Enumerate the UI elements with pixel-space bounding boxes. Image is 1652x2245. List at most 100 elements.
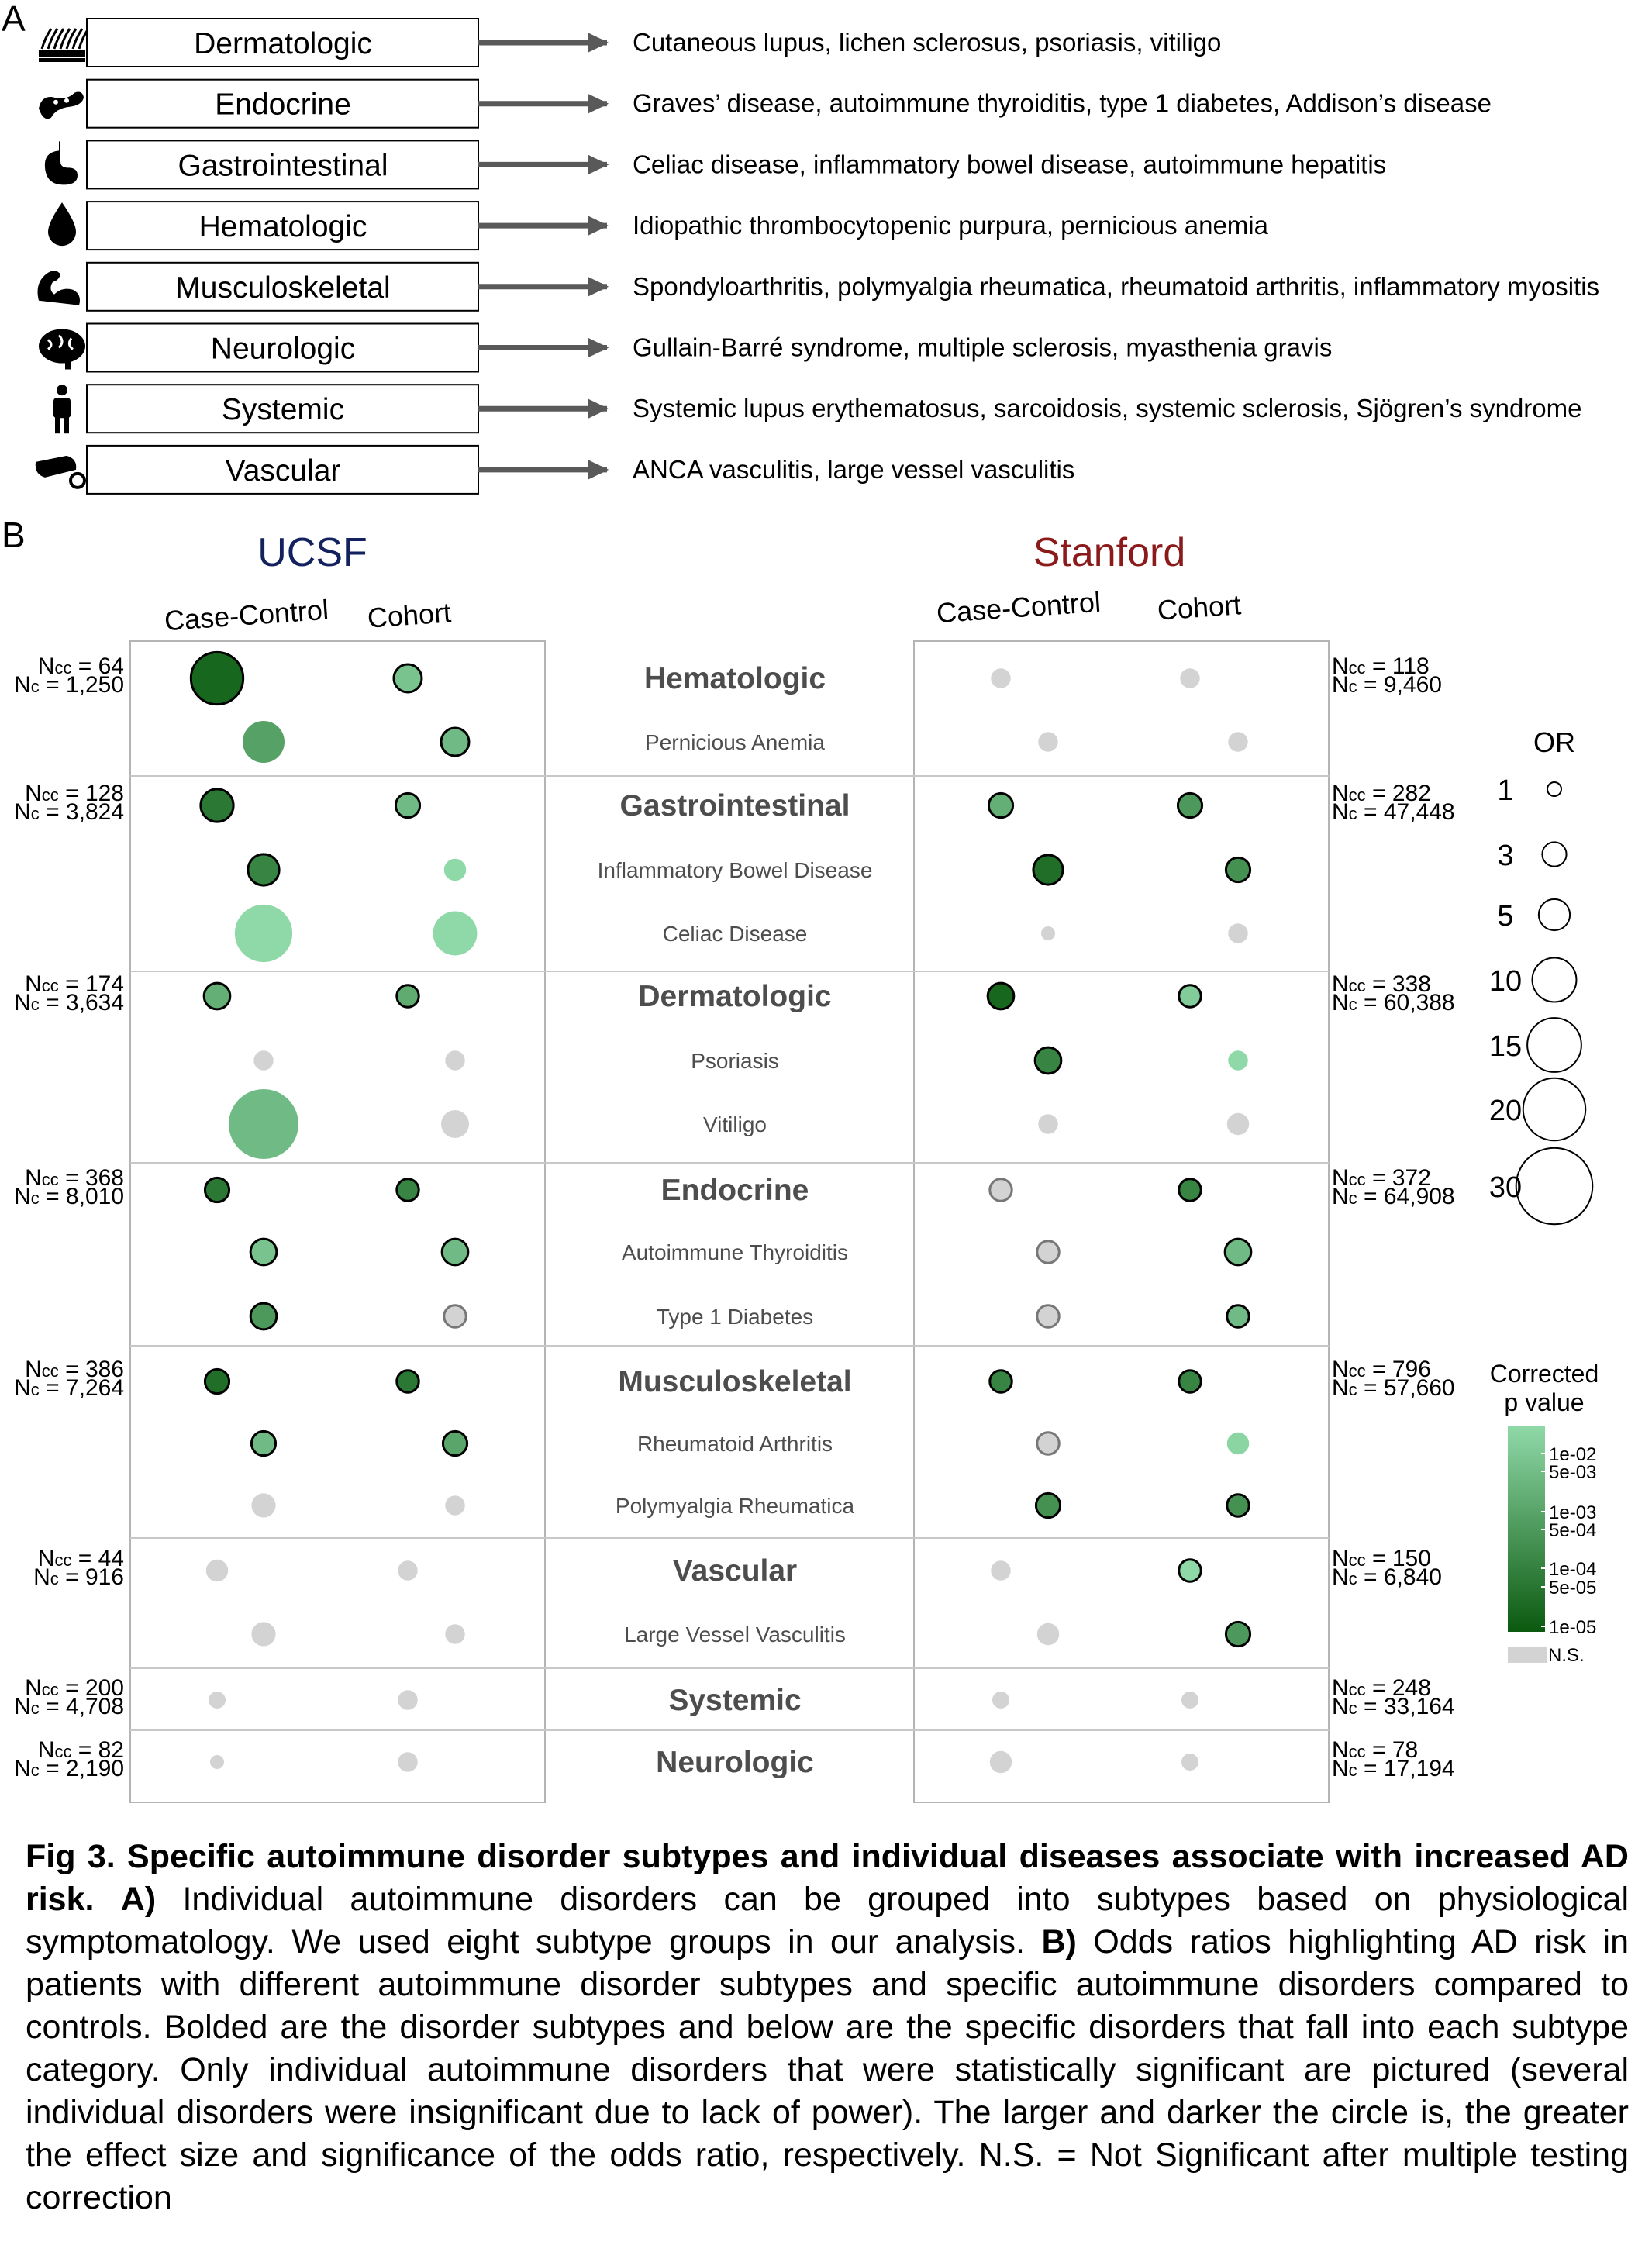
- bubble: [443, 1304, 467, 1329]
- bubble: [1228, 1050, 1248, 1071]
- size-legend-circle: [1531, 957, 1578, 1003]
- brain-icon: [39, 329, 85, 370]
- color-legend-tick-label: 5e-05: [1549, 1578, 1596, 1598]
- sample-size-label: Nc = 60,388: [1332, 990, 1455, 1016]
- caption-fig-label: Fig 3.: [26, 1838, 116, 1875]
- bubble: [1224, 1620, 1252, 1648]
- size-legend-label: 3: [1497, 840, 1513, 872]
- bubble: [445, 1624, 465, 1644]
- category-box: [86, 384, 479, 434]
- disease-list: ANCA vasculitis, large vessel vasculitis: [633, 455, 1074, 484]
- bubble: [243, 721, 285, 763]
- caption-a-text: Individual autoimmune disorders can be g…: [26, 1881, 1630, 1960]
- category-box: [86, 18, 479, 67]
- blood-vessel-icon: [35, 455, 86, 489]
- category-box: [86, 140, 479, 190]
- sample-size-label: Nc = 17,194: [1332, 1756, 1455, 1781]
- bubble: [443, 858, 467, 881]
- bubble: [1226, 1304, 1250, 1329]
- category-label: Endocrine: [215, 88, 351, 122]
- bubble: [1228, 923, 1248, 943]
- panel-a-row: Gastrointestinal Celiac disease, inflamma…: [44, 140, 1386, 190]
- bubble: [1032, 854, 1064, 886]
- sample-size-label: Nc = 33,164: [1332, 1694, 1455, 1719]
- bubble: [208, 1691, 226, 1709]
- disease-row-label: Large Vessel Vasculitis: [624, 1623, 846, 1647]
- bubble: [1181, 1691, 1199, 1709]
- group-dividers: [130, 775, 1329, 1731]
- bubble: [1178, 1558, 1202, 1583]
- arrowhead: [588, 154, 609, 175]
- caption-a-label: A): [120, 1881, 157, 1918]
- panel-a-row: Dermatologic Cutaneous lupus, lichen scle…: [39, 18, 1221, 67]
- sample-size-label: Ncc = 44: [38, 1546, 124, 1571]
- bubble: [1223, 1237, 1253, 1267]
- bubble: [1033, 1046, 1063, 1075]
- sample-size-label: Ncc = 372: [1332, 1165, 1431, 1191]
- bubble: [1038, 732, 1058, 752]
- bubble: [398, 1560, 418, 1581]
- category-box: [86, 78, 479, 129]
- disease-row-label: Pernicious Anemia: [645, 730, 825, 754]
- color-legend-tick-label: 5e-04: [1549, 1520, 1596, 1541]
- sample-size-label: Nc = 9,460: [1332, 672, 1442, 698]
- bubble-marks: [189, 650, 1253, 1774]
- panel-a-row: Neurologic Gullain-Barré syndrome, multip…: [39, 322, 1332, 373]
- bubble: [445, 1050, 465, 1071]
- disease-row-label: Autoimmune Thyroiditis: [622, 1240, 848, 1264]
- bubble: [1034, 1491, 1062, 1519]
- sample-size-label: Ncc = 82: [38, 1737, 124, 1763]
- bubble: [433, 911, 478, 956]
- site-title-ucsf: UCSF: [257, 530, 367, 575]
- subtype-row-label: Dermatologic: [638, 980, 831, 1013]
- skin-icon: [39, 28, 90, 62]
- sample-size-label: Nc = 916: [33, 1564, 124, 1590]
- subtype-row-label: Neurologic: [656, 1746, 814, 1779]
- bubble: [202, 981, 232, 1011]
- bubble: [199, 788, 235, 823]
- panel-a-row: Vascular ANCA vasculitis, large vessel va…: [35, 444, 1074, 495]
- subtype-row-label: Hematologic: [644, 662, 826, 695]
- bubble: [987, 791, 1015, 819]
- site-title-stanford: Stanford: [1033, 530, 1186, 575]
- sample-size-label: Nc = 7,264: [14, 1375, 124, 1401]
- size-legend-circle: [1537, 898, 1571, 932]
- bubble: [988, 1369, 1013, 1394]
- bubble: [1181, 1753, 1199, 1771]
- sample-size-label: Nc = 47,448: [1332, 799, 1455, 825]
- bubble: [992, 1691, 1010, 1709]
- bubble: [1036, 1240, 1061, 1264]
- design-header-stanford-case-control: Case-Control: [936, 586, 1102, 629]
- bubble: [1224, 856, 1252, 884]
- bubble: [249, 1237, 278, 1267]
- category-label: Dermatologic: [194, 27, 372, 60]
- bubble: [445, 1495, 465, 1516]
- sample-size-label: Nc = 6,840: [1332, 1564, 1442, 1590]
- arrowhead: [588, 33, 609, 53]
- category-label: Hematologic: [199, 210, 367, 243]
- disease-row-label: Psoriasis: [691, 1049, 779, 1073]
- color-legend-bar: [1508, 1426, 1545, 1632]
- sample-size-label: Ncc = 248: [1332, 1675, 1431, 1701]
- bubble: [205, 1559, 229, 1582]
- disease-row-label: Rheumatoid Arthritis: [637, 1432, 833, 1456]
- ns-label: N.S.: [1548, 1645, 1585, 1666]
- color-legend-tick-label: 1e-04: [1549, 1559, 1596, 1580]
- bubble: [250, 1429, 278, 1457]
- bubble: [395, 1369, 420, 1394]
- bubble: [1036, 1431, 1061, 1456]
- category-box: [86, 261, 479, 312]
- disease-row-label: Inflammatory Bowel Disease: [598, 858, 873, 882]
- bubble: [1226, 1432, 1250, 1455]
- row-labels: Hematologic Pernicious Anemia Gastrointest…: [598, 662, 873, 1779]
- sample-size-label: Nc = 4,708: [14, 1694, 124, 1719]
- panel-b-label: B: [2, 515, 26, 555]
- subtype-row-label: Endocrine: [661, 1174, 809, 1207]
- bubble: [1176, 791, 1204, 819]
- bubble: [247, 853, 281, 887]
- bubble: [1178, 1178, 1202, 1202]
- arrowhead: [588, 459, 609, 480]
- design-header-stanford-cohort: Cohort: [1157, 588, 1243, 626]
- figure-caption: Fig 3. Specific autoimmune disorder subt…: [26, 1836, 1629, 2219]
- disease-row-label: Vitiligo: [703, 1112, 767, 1136]
